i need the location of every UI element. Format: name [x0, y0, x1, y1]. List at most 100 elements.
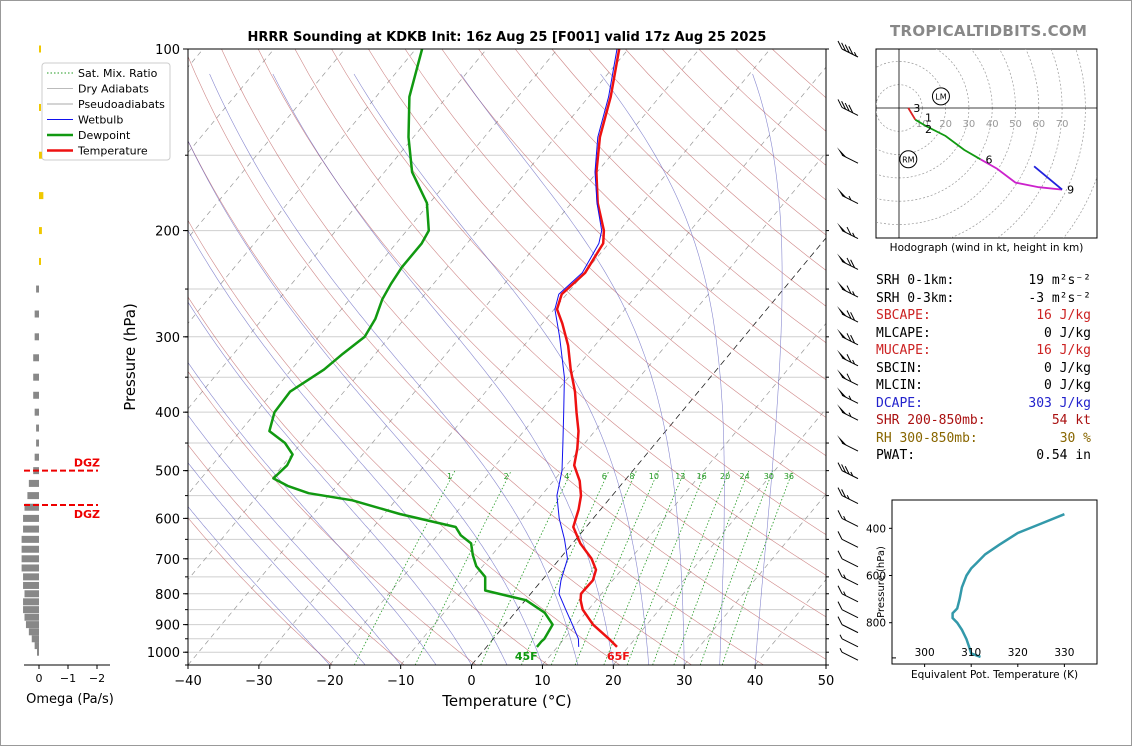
wind-barb-half [848, 195, 852, 201]
pseudoadiabat [188, 229, 508, 665]
mixing-ratio-label: 20 [720, 472, 730, 481]
stat-row: SHR 200-850mb: 54 kt [876, 412, 1091, 430]
theta-e-y-tick-label: 800 [866, 618, 886, 630]
dry-adiabat [257, 49, 826, 618]
wind-barb-full [844, 466, 850, 475]
isotherm-line [188, 49, 558, 495]
dry-adiabat [188, 444, 405, 665]
omega-bar [24, 613, 39, 621]
y-axis-label: Pressure (hPa) [121, 303, 139, 411]
wind-barb [837, 222, 859, 240]
stat-label: PWAT: [876, 448, 916, 463]
mixing-ratio-line [574, 470, 659, 665]
isotherm-line [258, 49, 771, 665]
y-tick-label: 400 [155, 406, 180, 421]
omega-bar [37, 648, 39, 656]
dry-adiabat [188, 140, 692, 665]
surface-dewpoint-label: 45F [515, 650, 538, 663]
y-tick-label: 300 [155, 331, 180, 346]
skewt-plot-area: 1 2 4 6 8 10 13 16 20 24 30 36 [188, 49, 826, 665]
stat-row: SBCAPE: 16 J/kg [876, 307, 1091, 325]
omega-tick-label: −2 [89, 672, 105, 685]
stat-row: SRH 0-1km: 19 m²s⁻² [876, 272, 1091, 290]
mixing-ratio-line [652, 470, 730, 665]
wind-barb [837, 306, 859, 323]
wind-barb-flag [837, 222, 847, 234]
wind-barb-staff [841, 107, 859, 116]
wind-barb-flag [837, 147, 847, 158]
wind-barb-flag [837, 435, 847, 446]
omega-bar [21, 545, 39, 553]
mixing-ratio-label: 36 [784, 472, 794, 481]
omega-bar [21, 535, 39, 543]
hodograph-ring-label: 20 [939, 119, 952, 130]
wind-barb-full [837, 99, 843, 108]
wind-barb-half [852, 359, 856, 365]
wind-barb-half [846, 494, 850, 500]
stat-value: 0 J/kg [1044, 378, 1091, 393]
wind-barb [839, 634, 859, 648]
wind-barb-half [843, 574, 847, 579]
mixing-ratio-line [721, 470, 794, 665]
stat-label: MUCAPE: [876, 343, 931, 358]
wind-barb-staff [841, 576, 859, 586]
wind-barb-full [837, 531, 843, 540]
stat-value: 30 % [1059, 430, 1091, 446]
omega-tick-label: −1 [60, 672, 76, 685]
omega-bar [28, 479, 39, 487]
mixing-ratio-label: 1 [447, 472, 452, 481]
theta-e-y-axis-label: Pressure (hPa) [876, 546, 887, 618]
pseudoadiabat [353, 73, 650, 665]
x-tick-label: −20 [316, 674, 343, 689]
wind-barb-full [846, 354, 852, 363]
y-tick-label: 700 [155, 553, 180, 568]
legend-box [41, 62, 171, 161]
omega-bar [23, 598, 39, 606]
mixing-ratio-label: 30 [764, 472, 774, 481]
x-tick-label: 10 [534, 674, 551, 689]
dry-adiabat [221, 49, 826, 660]
mixing-ratio-line [414, 470, 512, 665]
wind-barb-staff [841, 624, 859, 634]
mixing-ratio-label: 4 [564, 472, 569, 481]
wind-barb-full [848, 46, 854, 55]
dry-adiabat [441, 49, 826, 418]
wind-barb-full [850, 334, 856, 344]
omega-bar [36, 424, 39, 432]
dry-adiabat [514, 49, 826, 344]
mixing-ratio-line [673, 470, 750, 665]
theta-e-frame [891, 499, 1098, 665]
theta-e-y-tick-label: 600 [866, 571, 886, 583]
wind-barb-flag [837, 369, 847, 380]
x-tick-label: 40 [747, 674, 764, 689]
wind-barb-full [837, 462, 843, 471]
stat-row: MUCAPE: 16 J/kg [876, 342, 1091, 360]
dry-adiabat [331, 49, 826, 536]
wind-barb-flag [837, 404, 847, 415]
wind-barb-flag [837, 328, 847, 340]
stat-value: 303 J/kg [1028, 395, 1091, 411]
isotherm-line [188, 49, 487, 410]
pseudoadiabat [209, 73, 579, 665]
wind-barb-full [841, 464, 847, 473]
wind-barb [837, 487, 859, 505]
wind-barb-full [841, 42, 847, 52]
mixing-ratio-line [603, 470, 686, 665]
stat-row: RH 300-850mb: 30 % [876, 430, 1091, 448]
mixing-ratio-label: 10 [649, 472, 659, 481]
stat-row: MLCAPE: 0 J/kg [876, 325, 1091, 343]
wind-barb-half [843, 515, 847, 521]
omega-bar [36, 439, 39, 447]
wind-barb-staff [841, 517, 859, 527]
wind-barb [837, 585, 859, 603]
hodograph-height-label: 3 [913, 102, 920, 115]
legend-label: Pseudoadiabats [78, 98, 165, 111]
pseudoadiabat [600, 73, 725, 665]
legend-label: Dewpoint [78, 129, 131, 142]
wind-barb-full [841, 101, 847, 110]
pseudoadiabat [188, 301, 472, 665]
wind-barb [837, 187, 859, 205]
storm-motion-label: RM [902, 155, 915, 164]
wind-barb-full [848, 104, 854, 114]
